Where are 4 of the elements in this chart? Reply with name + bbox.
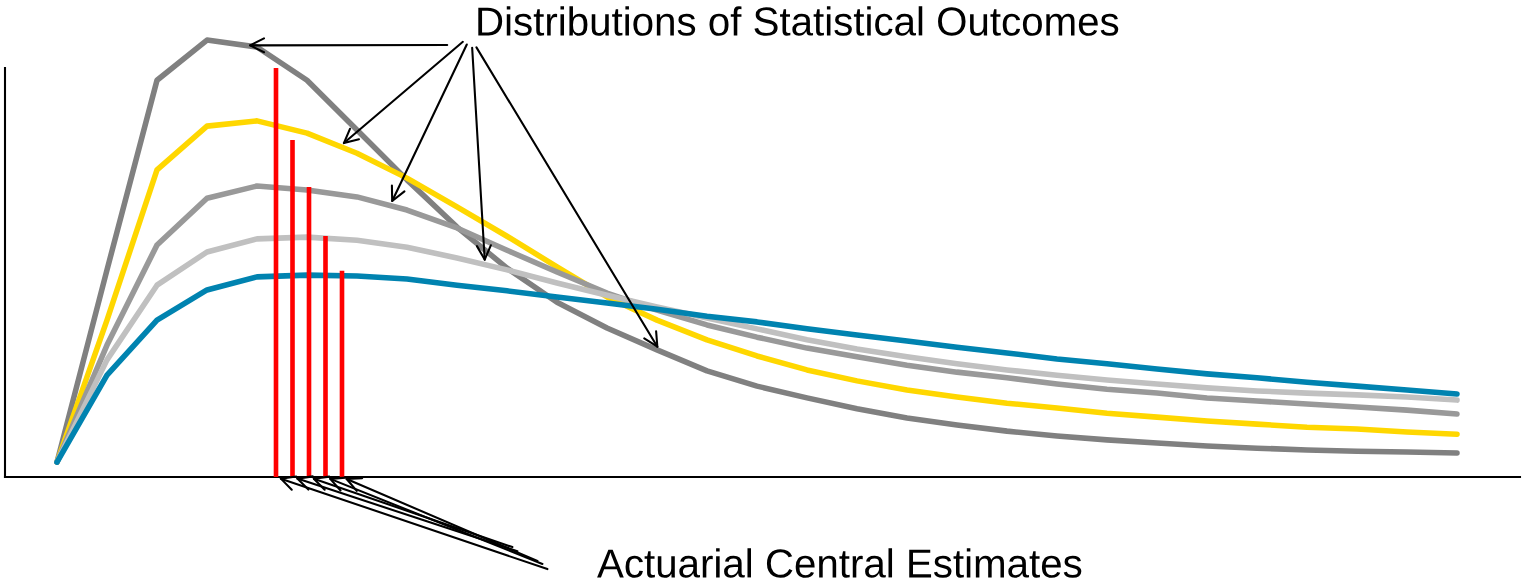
bar [290, 139, 295, 477]
text: Distributions of Statistical Outcomes [478, 6, 1119, 36]
bar [323, 236, 328, 477]
text: Actuarial Central Estimates [597, 548, 1082, 578]
